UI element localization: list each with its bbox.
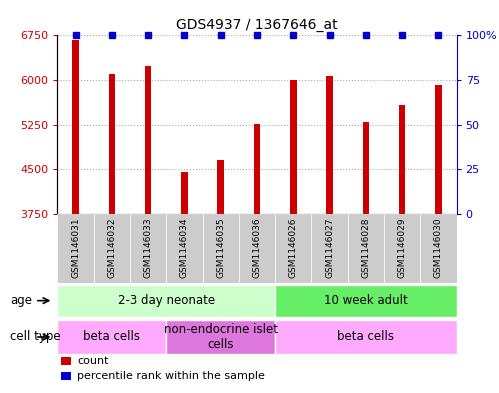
Bar	[61, 372, 71, 380]
Bar	[181, 172, 188, 214]
Text: beta cells: beta cells	[83, 331, 140, 343]
Text: GSM1146032: GSM1146032	[107, 218, 116, 278]
Text: GSM1146028: GSM1146028	[361, 218, 370, 278]
Text: age: age	[10, 294, 32, 307]
Bar	[203, 214, 239, 283]
Bar	[145, 66, 151, 214]
Bar	[420, 214, 457, 283]
Text: 10 week adult: 10 week adult	[324, 294, 408, 307]
Text: count: count	[77, 356, 109, 366]
Bar	[435, 85, 442, 214]
Bar	[218, 160, 224, 214]
Text: non-endocrine islet
cells: non-endocrine islet cells	[164, 323, 278, 351]
Bar	[275, 285, 457, 317]
Bar	[275, 214, 311, 283]
Bar	[326, 77, 333, 214]
Bar	[384, 214, 420, 283]
Text: 2-3 day neonate: 2-3 day neonate	[118, 294, 215, 307]
Title: GDS4937 / 1367646_at: GDS4937 / 1367646_at	[176, 18, 338, 31]
Text: GSM1146029: GSM1146029	[398, 218, 407, 278]
Text: percentile rank within the sample: percentile rank within the sample	[77, 371, 265, 381]
Text: GSM1146026: GSM1146026	[289, 218, 298, 278]
Text: cell type: cell type	[10, 331, 60, 343]
Text: GSM1146036: GSM1146036	[252, 218, 261, 278]
Bar	[311, 214, 348, 283]
Bar	[166, 214, 203, 283]
Text: GSM1146030: GSM1146030	[434, 218, 443, 278]
Text: GSM1146035: GSM1146035	[216, 218, 225, 278]
Bar	[348, 214, 384, 283]
Bar	[253, 123, 260, 214]
Bar	[166, 320, 275, 354]
Bar	[290, 80, 296, 214]
Bar	[399, 105, 405, 214]
Text: beta cells: beta cells	[337, 331, 394, 343]
Bar	[239, 214, 275, 283]
Text: GSM1146031: GSM1146031	[71, 218, 80, 278]
Bar	[363, 122, 369, 214]
Bar	[57, 320, 166, 354]
Text: GSM1146027: GSM1146027	[325, 218, 334, 278]
Bar	[275, 320, 457, 354]
Bar	[109, 73, 115, 214]
Bar	[57, 285, 275, 317]
Bar	[61, 357, 71, 365]
Text: GSM1146033: GSM1146033	[144, 218, 153, 278]
Text: GSM1146034: GSM1146034	[180, 218, 189, 278]
Bar	[130, 214, 166, 283]
Bar	[72, 40, 79, 214]
Bar	[94, 214, 130, 283]
Bar	[57, 214, 94, 283]
